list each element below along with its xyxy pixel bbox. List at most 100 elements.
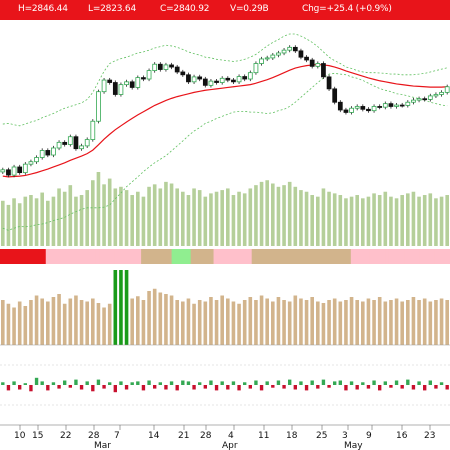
- indicator-bar: [316, 301, 320, 345]
- oscillator-bar: [23, 383, 27, 385]
- x-tick-label: 16: [396, 431, 408, 441]
- volume-bar: [417, 196, 421, 246]
- strip-segment: [286, 249, 291, 264]
- strip-segment: [373, 249, 379, 264]
- strip-segment: [366, 249, 371, 264]
- strip-segment: [312, 249, 318, 264]
- candle-body: [62, 141, 68, 145]
- strip-segment: [438, 249, 443, 264]
- oscillator-bar: [85, 381, 89, 385]
- volume-bar: [248, 188, 253, 246]
- volume-bar: [181, 191, 185, 246]
- candle-body: [231, 79, 236, 83]
- volume-value: V=0.29B: [230, 4, 269, 14]
- x-tick-label: 3: [342, 431, 348, 441]
- candle-body: [146, 70, 152, 80]
- strip-segment: [61, 249, 66, 264]
- candle-body: [39, 150, 45, 158]
- indicator-bar: [85, 301, 89, 345]
- candle-body: [405, 101, 411, 106]
- indicator-bar: [434, 300, 438, 345]
- volume-bar: [40, 192, 44, 246]
- oscillator-bar: [34, 377, 39, 385]
- volume-bar: [1, 200, 5, 246]
- volume-bar: [113, 188, 118, 246]
- strip-segment: [15, 249, 20, 264]
- strip-segment: [144, 249, 150, 264]
- oscillator-bar: [108, 382, 112, 385]
- strip-segment: [76, 249, 81, 264]
- volume-bar: [102, 184, 106, 246]
- candle-body: [45, 150, 51, 156]
- indicator-bar: [383, 301, 388, 345]
- oscillator-bar: [288, 379, 292, 385]
- volume-bar: [34, 198, 39, 246]
- strip-segment: [202, 249, 207, 264]
- oscillator-bar: [327, 385, 331, 388]
- indicator-bar: [400, 301, 404, 345]
- indicator-bar: [445, 300, 449, 345]
- indicator-bar: [265, 298, 269, 345]
- candle-body: [135, 77, 141, 88]
- oscillator-bar: [389, 385, 393, 388]
- strip-segment: [83, 249, 89, 264]
- candle-body: [304, 56, 309, 61]
- indicator-bar: [102, 307, 106, 345]
- indicator-bar: [372, 300, 376, 345]
- candle-body: [236, 76, 242, 83]
- oscillator-bar: [175, 385, 179, 391]
- candle-body: [259, 58, 264, 64]
- oscillator-bar: [394, 380, 399, 385]
- strip-segment: [225, 249, 230, 264]
- strip-segment: [324, 249, 329, 264]
- oscillator-bar: [130, 382, 134, 385]
- close-value: C=2840.92: [160, 4, 210, 14]
- oscillator-bar: [74, 379, 78, 385]
- strip-segment: [190, 249, 195, 264]
- indicator-bar: [147, 291, 151, 345]
- candle-body: [186, 74, 191, 83]
- volume-bar: [310, 195, 314, 246]
- strip-segment: [308, 249, 314, 264]
- strip-segment: [377, 249, 382, 264]
- volume-bar: [355, 195, 359, 246]
- oscillator-bar: [243, 382, 247, 385]
- volume-bar: [214, 191, 219, 246]
- strip-segment: [327, 249, 333, 264]
- volume-bar: [445, 195, 449, 246]
- candle-body: [112, 82, 118, 95]
- indicator-bar: [12, 307, 16, 345]
- oscillator-bar: [220, 381, 224, 385]
- strip-segment: [343, 249, 348, 264]
- candle-body: [202, 78, 208, 86]
- indicator-bar: [310, 297, 314, 345]
- oscillator-bar: [198, 382, 202, 385]
- strip-segment: [114, 249, 119, 264]
- oscillator-bar: [231, 381, 236, 385]
- volume-bar: [203, 196, 208, 246]
- candle-body: [79, 145, 84, 150]
- indicator-bar: [276, 297, 281, 345]
- candle-body: [174, 66, 180, 73]
- strip-segment: [255, 249, 260, 264]
- volume-bar: [62, 191, 67, 246]
- strip-segment: [362, 249, 367, 264]
- indicator-bar: [141, 300, 146, 345]
- candle-body: [416, 98, 422, 101]
- oscillator-bar: [147, 380, 151, 385]
- oscillator-bar: [248, 385, 252, 389]
- volume-bar: [434, 198, 438, 246]
- candle-body: [349, 107, 354, 113]
- strip-segment: [137, 249, 142, 264]
- candle-body: [343, 109, 349, 113]
- indicator-bars: [0, 270, 450, 346]
- indicator-bar: [192, 303, 196, 345]
- strip-segment: [11, 249, 16, 264]
- volume-bar: [29, 195, 33, 246]
- strip-segment: [232, 249, 237, 264]
- indicator-bar: [411, 297, 416, 345]
- strip-segment: [95, 249, 100, 264]
- indicator-bar: [282, 300, 286, 345]
- indicator-bar: [203, 301, 208, 345]
- indicator-bar: [321, 303, 326, 345]
